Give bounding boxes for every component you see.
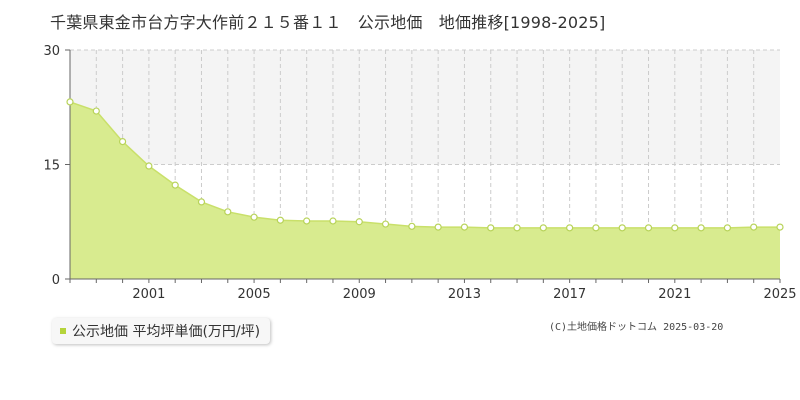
data-point (197, 198, 206, 206)
axes (65, 49, 781, 283)
data-point (118, 138, 127, 146)
x-tick-label: 2021 (658, 287, 691, 302)
background-band (70, 50, 780, 165)
series-area-fill (70, 101, 780, 279)
data-point (592, 224, 600, 232)
data-point (618, 224, 626, 232)
data-point (776, 223, 784, 231)
data-point (513, 224, 521, 232)
data-point (671, 224, 679, 232)
data-point (644, 224, 653, 232)
data-point (145, 162, 153, 170)
series-line (69, 101, 780, 229)
x-tick-label: 2001 (132, 287, 165, 302)
data-point (329, 217, 337, 225)
data-point (355, 218, 363, 226)
data-point (66, 98, 74, 106)
data-point (276, 216, 284, 224)
area-series (69, 101, 780, 279)
data-point (381, 220, 390, 228)
y-tick-label: 30 (43, 44, 60, 59)
data-point (434, 223, 442, 231)
data-point (723, 224, 732, 232)
tick-labels: 0 15 30 2001 2005 2009 2013 2017 2021 2025 (43, 44, 796, 302)
legend-swatch (60, 328, 66, 334)
data-point (224, 208, 232, 216)
data-point (171, 181, 179, 189)
y-tick-label: 0 (52, 273, 60, 288)
background-bands (70, 50, 780, 165)
x-tick-label: 2017 (553, 287, 586, 302)
x-tick-label: 2025 (763, 287, 796, 302)
data-point (566, 224, 574, 232)
data-point (750, 223, 758, 231)
data-point (697, 224, 705, 232)
data-point (92, 107, 100, 115)
data-point (487, 224, 495, 232)
x-tick-label: 2005 (238, 287, 271, 302)
data-point (460, 223, 469, 231)
data-point (303, 217, 311, 225)
y-tick-label: 15 (43, 159, 60, 174)
data-point (408, 222, 416, 230)
legend: 公示地価 平均坪単価(万円/坪) (52, 318, 271, 344)
x-tick-label: 2009 (343, 287, 376, 302)
data-point (539, 224, 547, 232)
data-point (250, 213, 258, 221)
chart-title: 千葉県東金市台方字大作前２１５番１１ 公示地価 地価推移[1998-2025] (50, 13, 606, 32)
legend-label: 公示地価 平均坪単価(万円/坪) (72, 324, 261, 340)
data-points (66, 98, 784, 232)
copyright-text: (C)土地価格ドットコム 2025-03-20 (549, 322, 724, 333)
x-tick-label: 2013 (448, 287, 481, 302)
